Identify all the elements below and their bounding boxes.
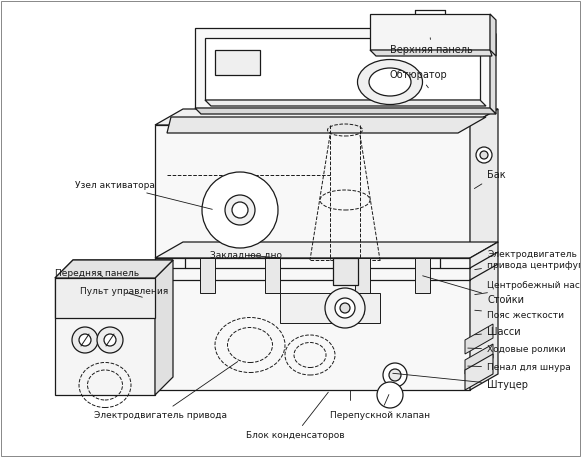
- Polygon shape: [215, 50, 260, 75]
- Ellipse shape: [357, 59, 422, 105]
- Text: Электродвигатель привода: Электродвигатель привода: [94, 361, 238, 420]
- Text: Узел активатора: Узел активатора: [75, 181, 212, 209]
- Polygon shape: [355, 258, 370, 293]
- Polygon shape: [205, 38, 480, 100]
- Text: Верхняя панель: Верхняя панель: [390, 38, 473, 55]
- Polygon shape: [490, 28, 496, 114]
- Circle shape: [480, 151, 488, 159]
- Text: Пенал для шнура: Пенал для шнура: [468, 363, 571, 372]
- Text: Шасси: Шасси: [475, 327, 521, 337]
- Polygon shape: [465, 344, 493, 374]
- Polygon shape: [470, 109, 498, 258]
- Polygon shape: [280, 293, 380, 323]
- Text: Центробежный насос: Центробежный насос: [475, 281, 581, 295]
- Polygon shape: [470, 242, 498, 390]
- Circle shape: [377, 382, 403, 408]
- Polygon shape: [415, 258, 430, 293]
- Text: Закладное дно: Закладное дно: [210, 250, 282, 260]
- Text: Перепускной клапан: Перепускной клапан: [330, 394, 430, 420]
- Circle shape: [476, 147, 492, 163]
- Circle shape: [325, 288, 365, 328]
- Circle shape: [72, 327, 98, 353]
- Polygon shape: [370, 50, 492, 56]
- Polygon shape: [155, 242, 498, 258]
- Polygon shape: [370, 14, 490, 50]
- Text: Блок конденсаторов: Блок конденсаторов: [246, 392, 345, 440]
- Polygon shape: [155, 260, 173, 395]
- Text: Штуцер: Штуцер: [393, 373, 528, 390]
- Text: Ходовые ролики: Ходовые ролики: [468, 345, 566, 355]
- Polygon shape: [55, 278, 155, 318]
- Text: Пульт управления: Пульт управления: [80, 287, 168, 297]
- Polygon shape: [205, 100, 486, 106]
- Text: Электродвигатель
привода центрифуги: Электродвигатель привода центрифуги: [475, 250, 581, 270]
- Circle shape: [232, 202, 248, 218]
- Text: Обтюратор: Обтюратор: [390, 70, 448, 88]
- Circle shape: [340, 303, 350, 313]
- Polygon shape: [465, 354, 493, 390]
- Circle shape: [202, 172, 278, 248]
- Polygon shape: [155, 258, 470, 390]
- Polygon shape: [333, 258, 358, 285]
- Polygon shape: [195, 28, 490, 108]
- Circle shape: [335, 298, 355, 318]
- Circle shape: [104, 334, 116, 346]
- Polygon shape: [155, 109, 498, 125]
- Polygon shape: [465, 324, 493, 354]
- Polygon shape: [265, 258, 280, 293]
- Text: Передняя панель: Передняя панель: [55, 269, 139, 277]
- Polygon shape: [55, 260, 173, 278]
- Polygon shape: [155, 125, 470, 258]
- Text: Бак: Бак: [474, 170, 505, 189]
- Circle shape: [225, 195, 255, 225]
- Circle shape: [97, 327, 123, 353]
- Ellipse shape: [369, 68, 411, 96]
- Text: Пояс жесткости: Пояс жесткости: [475, 310, 564, 319]
- Polygon shape: [167, 117, 486, 133]
- Circle shape: [389, 369, 401, 381]
- Circle shape: [79, 334, 91, 346]
- Text: Стойки: Стойки: [422, 276, 524, 305]
- Polygon shape: [195, 108, 496, 114]
- Polygon shape: [200, 258, 215, 293]
- Polygon shape: [490, 14, 496, 56]
- Polygon shape: [55, 260, 173, 278]
- Circle shape: [383, 363, 407, 387]
- Polygon shape: [55, 278, 155, 395]
